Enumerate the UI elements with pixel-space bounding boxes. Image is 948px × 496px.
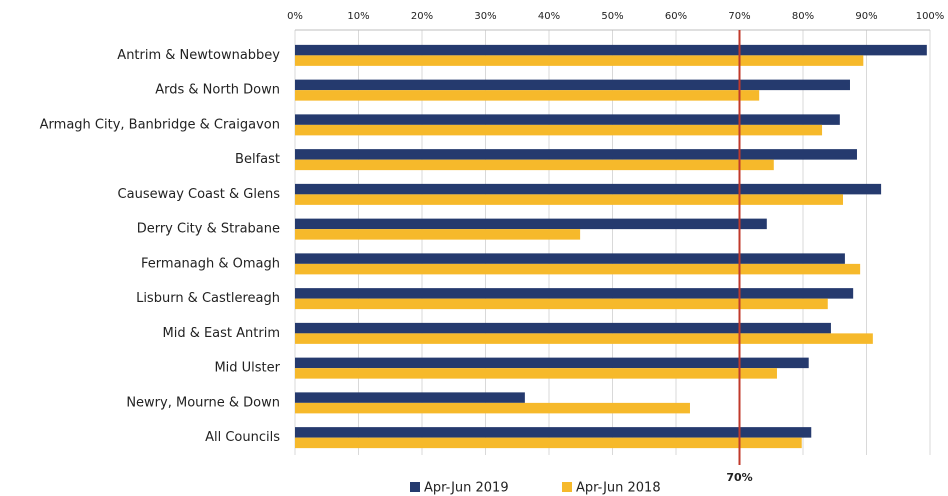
bar (295, 427, 812, 438)
x-tick-label: 60% (665, 11, 687, 22)
category-label: All Councils (205, 430, 280, 445)
bar (295, 149, 857, 160)
category-label: Ards & North Down (155, 83, 280, 98)
bar (295, 183, 882, 195)
legend-swatch (410, 482, 420, 492)
x-tick-label: 0% (287, 11, 303, 22)
legend-label: Apr-Jun 2018 (576, 481, 661, 496)
category-label: Mid & East Antrim (162, 326, 280, 341)
reference-label: 70% (726, 471, 752, 484)
bar (295, 114, 840, 125)
bar (295, 194, 844, 205)
bar (295, 357, 809, 369)
bar (295, 402, 690, 414)
x-tick-label: 70% (728, 11, 750, 22)
category-label: Antrim & Newtownabbey (117, 48, 280, 63)
bar (295, 263, 861, 275)
bar (295, 368, 777, 379)
bar (295, 44, 927, 56)
bar (295, 218, 767, 230)
category-label: Newry, Mourne & Down (126, 395, 280, 410)
bar (295, 159, 774, 171)
x-tick-label: 100% (916, 11, 945, 22)
x-tick-label: 30% (474, 11, 496, 22)
legend-swatch (562, 482, 572, 492)
x-tick-label: 50% (601, 11, 623, 22)
x-tick-label: 20% (411, 11, 433, 22)
category-label: Causeway Coast & Glens (118, 187, 281, 202)
bar (295, 437, 802, 449)
bar (295, 298, 828, 310)
x-tick-label: 10% (347, 11, 369, 22)
bar (295, 253, 845, 264)
category-label: Belfast (235, 152, 280, 167)
bar (295, 79, 850, 91)
bar (295, 392, 525, 403)
bar (295, 90, 760, 101)
bar (295, 124, 823, 136)
category-label: Derry City & Strabane (137, 222, 280, 237)
x-tick-label: 80% (792, 11, 814, 22)
bar (295, 322, 831, 334)
bar (295, 333, 873, 344)
category-label: Mid Ulster (214, 361, 280, 376)
bar (295, 55, 864, 66)
bar (295, 229, 581, 240)
legend-label: Apr-Jun 2019 (424, 481, 509, 496)
x-tick-label: 40% (538, 11, 560, 22)
x-tick-label: 90% (855, 11, 877, 22)
category-label: Armagh City, Banbridge & Craigavon (40, 117, 280, 132)
bar (295, 288, 854, 299)
category-label: Lisburn & Castlereagh (136, 291, 280, 306)
category-label: Fermanagh & Omagh (141, 256, 280, 271)
